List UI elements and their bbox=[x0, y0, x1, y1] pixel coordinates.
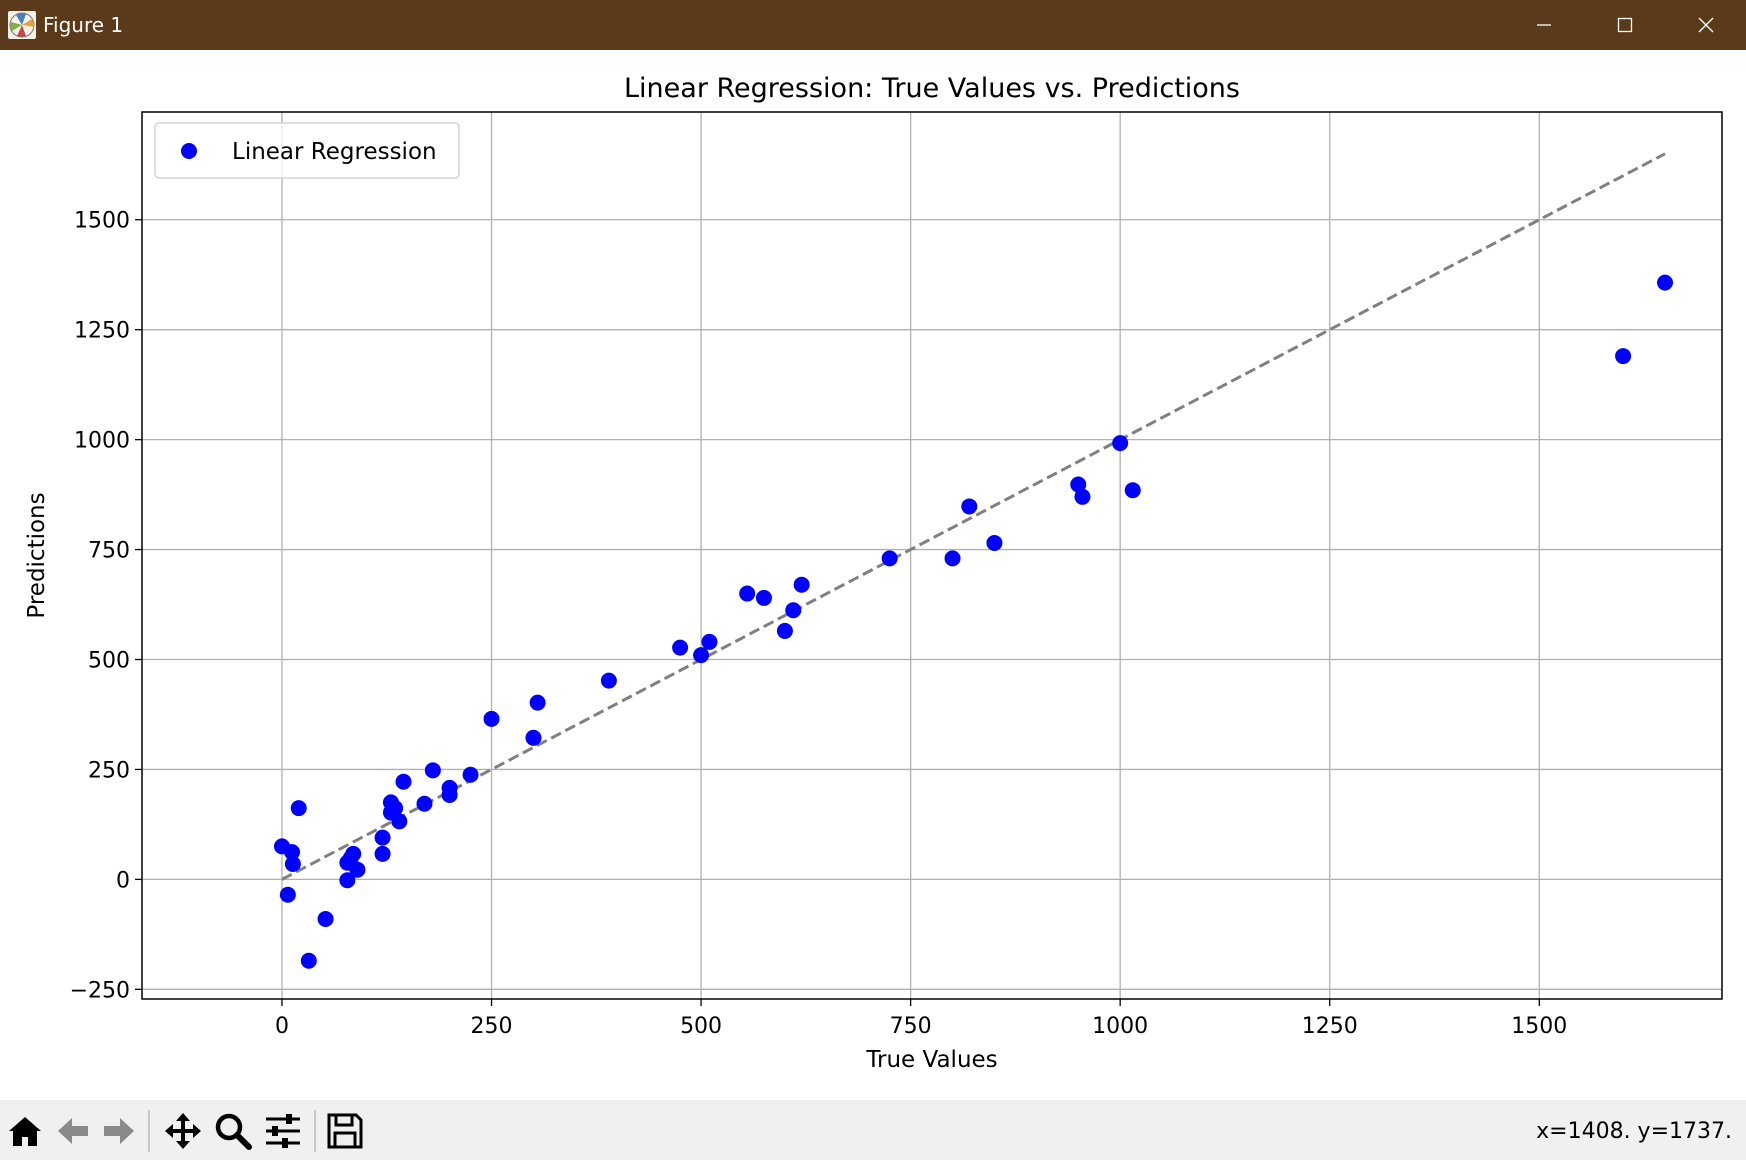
forward-button[interactable] bbox=[96, 1108, 142, 1154]
data-point bbox=[944, 550, 961, 567]
back-button[interactable] bbox=[50, 1108, 96, 1154]
data-point bbox=[793, 576, 810, 593]
grid-lines bbox=[142, 112, 1722, 999]
cursor-coordinates: x=1408. y=1737. bbox=[1536, 1119, 1732, 1144]
reference-line-layer bbox=[281, 152, 1666, 881]
x-axis-label: True Values bbox=[865, 1047, 997, 1073]
window-titlebar: Figure 1 bbox=[0, 0, 1746, 50]
y-tick-label: −250 bbox=[70, 978, 130, 1003]
x-tick-label: 0 bbox=[275, 1014, 289, 1039]
toolbar-separator bbox=[148, 1110, 150, 1152]
reference-line bbox=[281, 152, 1666, 881]
data-point bbox=[300, 952, 317, 969]
y-axis-label: Predictions bbox=[24, 492, 50, 618]
x-tick-label: 250 bbox=[471, 1014, 513, 1039]
minimize-button[interactable] bbox=[1504, 0, 1584, 50]
zoom-icon bbox=[215, 1113, 252, 1150]
forward-icon bbox=[104, 1118, 134, 1144]
data-point bbox=[391, 813, 408, 830]
data-point bbox=[1657, 274, 1674, 291]
data-point bbox=[672, 639, 689, 656]
data-point bbox=[739, 585, 756, 602]
data-point bbox=[279, 886, 296, 903]
data-point bbox=[483, 710, 500, 727]
zoom-button[interactable] bbox=[210, 1108, 256, 1154]
data-point bbox=[424, 762, 441, 779]
axes-frame bbox=[141, 111, 1723, 1000]
x-tick-label: 500 bbox=[680, 1014, 722, 1039]
y-tick-label: 0 bbox=[116, 868, 130, 893]
data-point bbox=[284, 844, 301, 861]
maximize-button[interactable] bbox=[1585, 0, 1665, 50]
x-tick-label: 1500 bbox=[1511, 1014, 1567, 1039]
data-point bbox=[1615, 348, 1632, 365]
save-button[interactable] bbox=[322, 1108, 368, 1154]
data-point bbox=[693, 647, 710, 664]
data-point bbox=[387, 800, 404, 817]
data-point bbox=[776, 622, 793, 639]
y-tick-label: 250 bbox=[88, 758, 130, 783]
navigation-toolbar: x=1408. y=1737. bbox=[0, 1100, 1746, 1160]
chart-title: Linear Regression: True Values vs. Predi… bbox=[624, 73, 1240, 104]
data-point bbox=[701, 633, 718, 650]
data-point bbox=[339, 872, 356, 889]
close-button[interactable] bbox=[1666, 0, 1746, 50]
data-point bbox=[1074, 488, 1091, 505]
y-tick-label: 500 bbox=[88, 649, 130, 674]
back-icon bbox=[58, 1118, 88, 1144]
pan-button[interactable] bbox=[160, 1108, 206, 1154]
data-point bbox=[395, 773, 412, 790]
close-icon bbox=[1698, 17, 1714, 33]
y-tick-label: 1500 bbox=[74, 209, 130, 234]
pan-icon bbox=[165, 1113, 201, 1149]
data-point bbox=[441, 779, 458, 796]
data-point bbox=[986, 534, 1003, 551]
minimize-icon bbox=[1537, 24, 1551, 26]
data-point bbox=[600, 672, 617, 689]
data-point bbox=[284, 855, 301, 872]
data-point bbox=[345, 845, 362, 862]
x-tick-label: 1250 bbox=[1302, 1014, 1358, 1039]
data-point bbox=[1070, 476, 1087, 493]
y-tick-label: 750 bbox=[88, 539, 130, 564]
data-point bbox=[317, 910, 334, 927]
data-point bbox=[1124, 482, 1141, 499]
data-point bbox=[1112, 435, 1129, 452]
matplotlib-icon bbox=[8, 11, 36, 39]
home-button[interactable] bbox=[2, 1108, 48, 1154]
legend: Linear Regression bbox=[154, 122, 460, 179]
legend-label: Linear Regression bbox=[232, 139, 437, 165]
data-point bbox=[462, 766, 479, 783]
axis-ticks: 0 250 500 750 1000 1250 1500 −250 0 250 500 750 1000… bbox=[70, 209, 1568, 1039]
configure-subplots-button[interactable] bbox=[260, 1108, 306, 1154]
home-icon bbox=[9, 1117, 41, 1146]
data-point bbox=[755, 589, 772, 606]
legend-marker bbox=[181, 143, 197, 159]
y-tick-label: 1000 bbox=[74, 429, 130, 454]
legend-box bbox=[154, 122, 460, 179]
window-title: Figure 1 bbox=[43, 13, 124, 37]
data-point bbox=[961, 498, 978, 515]
scatter-chart: 0 250 500 750 1000 1250 1500 −250 0 250 500 750 1000… bbox=[24, 73, 1723, 1073]
data-point bbox=[416, 795, 433, 812]
data-point bbox=[881, 550, 898, 567]
data-points bbox=[273, 274, 1674, 969]
maximize-icon bbox=[1617, 17, 1633, 33]
data-point bbox=[374, 845, 391, 862]
toolbar-separator bbox=[314, 1110, 316, 1152]
data-point bbox=[349, 861, 366, 878]
save-icon bbox=[327, 1113, 363, 1149]
x-tick-label: 1000 bbox=[1092, 1014, 1148, 1039]
data-point bbox=[785, 602, 802, 619]
data-point bbox=[529, 694, 546, 711]
y-tick-label: 1250 bbox=[74, 319, 130, 344]
data-point bbox=[374, 829, 391, 846]
configure-subplots-icon bbox=[266, 1114, 300, 1148]
data-point bbox=[525, 729, 542, 746]
data-point bbox=[290, 800, 307, 817]
figure-canvas: 0 250 500 750 1000 1250 1500 −250 0 250 500 750 1000… bbox=[0, 50, 1746, 1100]
x-tick-label: 750 bbox=[890, 1014, 932, 1039]
